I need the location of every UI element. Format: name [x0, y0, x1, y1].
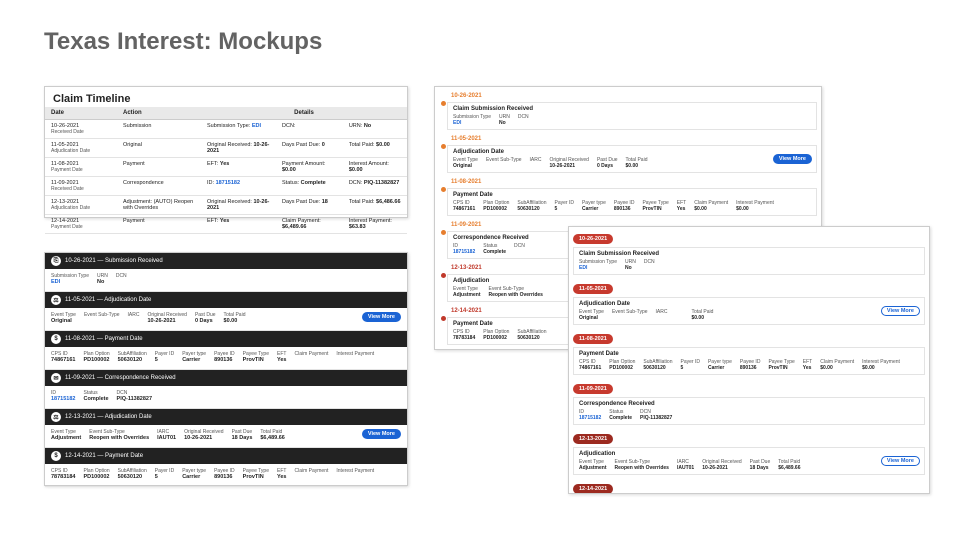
section-header[interactable]: $12-14-2021 — Payment Date — [45, 448, 407, 464]
field: Payee ID890136 — [214, 351, 235, 363]
date-pill: 11-09-2021 — [573, 384, 613, 394]
field: Total Paid$0.00 — [224, 312, 246, 324]
event-card: Claim Submission ReceivedSubmission Type… — [447, 102, 817, 130]
section-header[interactable]: ⚖12-13-2021 — Adjudication Date — [45, 409, 407, 425]
field: Event Sub-Type — [84, 312, 120, 318]
section-header[interactable]: ✉11-09-2021 — Correspondence Received — [45, 370, 407, 386]
event-card: Claim Submission ReceivedSubmission Type… — [573, 247, 925, 275]
date-pill: 11-08-2021 — [573, 334, 613, 344]
field: Payer ID5 — [155, 351, 174, 363]
section-header[interactable]: ⎘10-26-2021 — Submission Received — [45, 253, 407, 269]
timeline-section: ✉11-09-2021 — Correspondence Received ID1… — [45, 370, 407, 409]
timeline-dot-icon — [441, 273, 446, 278]
field: IARC — [128, 312, 140, 318]
timeline-dot-icon — [441, 230, 446, 235]
table-row: 10-26-2021Received DateSubmissionSubmiss… — [45, 120, 407, 139]
timeline-dot-icon — [441, 101, 446, 106]
field: URNNo — [97, 273, 108, 285]
field: Original Received10-26-2021 — [184, 429, 223, 441]
timeline-section: $11-08-2021 — Payment Date CPS ID74867161… — [45, 331, 407, 370]
panel-claim-timeline: Claim Timeline Date Action Details 10-26… — [44, 86, 408, 218]
field: ID18715182 — [51, 390, 75, 402]
table-row: 11-09-2021Received DateCorrespondenceID:… — [45, 177, 407, 196]
event-icon: $ — [51, 451, 61, 461]
table-row: 12-13-2021Adjudication DateAdjustment: (… — [45, 196, 407, 215]
view-more-button[interactable]: View More — [362, 312, 401, 322]
field: Payer typeCarrier — [182, 351, 206, 363]
date-pill: 10-26-2021 — [573, 234, 613, 244]
field: Total Paid$6,489.66 — [260, 429, 284, 441]
field: Claim Payment — [294, 468, 328, 474]
event-card: Payment DateCPS ID74867161Plan OptionPD1… — [447, 188, 817, 216]
field: Payer ID5 — [155, 468, 174, 480]
field: Payee ID890136 — [214, 468, 235, 480]
page-title: Texas Interest: Mockups — [44, 28, 322, 56]
view-more-button[interactable]: View More — [881, 456, 920, 466]
timeline-dot-icon — [441, 187, 446, 192]
field: Interest Payment — [336, 468, 374, 474]
date-pill: 12-13-2021 — [573, 434, 613, 444]
field: DCNPIQ-11382827 — [117, 390, 152, 402]
section-header[interactable]: $11-08-2021 — Payment Date — [45, 331, 407, 347]
view-more-button[interactable]: View More — [362, 429, 401, 439]
panel-timeline-pills: 10-26-2021 Claim Submission ReceivedSubmi… — [568, 226, 930, 494]
field: CPS ID74867161 — [51, 351, 75, 363]
field: CPS ID78783184 — [51, 468, 75, 480]
view-more-button[interactable]: View More — [881, 306, 920, 316]
date-pill: 12-14-2021 — [573, 484, 613, 494]
view-more-button[interactable]: View More — [773, 154, 812, 164]
field: StatusComplete — [83, 390, 108, 402]
event-date: 11-08-2021 — [451, 179, 821, 185]
field: EFTYes — [277, 468, 286, 480]
section-header[interactable]: ⚖11-05-2021 — Adjudication Date — [45, 292, 407, 308]
panel-a-heading: Claim Timeline — [45, 87, 407, 107]
field: IARCIAUT01 — [157, 429, 176, 441]
event-card: Adjudication DateEvent TypeOriginalEvent… — [573, 297, 925, 325]
col-details: Details — [201, 107, 407, 120]
field: Event TypeOriginal — [51, 312, 76, 324]
timeline-dot-icon — [441, 316, 446, 321]
event-icon: $ — [51, 334, 61, 344]
field: Plan OptionPD100002 — [83, 468, 109, 480]
event-card: Payment DateCPS ID74867161Plan OptionPD1… — [573, 347, 925, 375]
field: Payer typeCarrier — [182, 468, 206, 480]
table-row: 11-08-2021Payment DatePaymentEFT: YesPay… — [45, 158, 407, 177]
field: Event TypeAdjustment — [51, 429, 81, 441]
date-pill: 11-05-2021 — [573, 284, 613, 294]
timeline-section: ⚖12-13-2021 — Adjudication Date Event Typ… — [45, 409, 407, 448]
event-date: 11-05-2021 — [451, 136, 821, 142]
table-row: 12-14-2021Payment DatePaymentEFT: YesCla… — [45, 215, 407, 234]
field: SubAffiliation50630120 — [118, 351, 147, 363]
timeline-section: $12-14-2021 — Payment Date CPS ID78783184… — [45, 448, 407, 487]
timeline-dot-icon — [441, 144, 446, 149]
field: Past Due0 Days — [195, 312, 216, 324]
field: Claim Payment — [294, 351, 328, 357]
event-card: Correspondence ReceivedID18715182StatusC… — [573, 397, 925, 425]
field: DCN — [116, 273, 127, 279]
field: Original Received10-26-2021 — [147, 312, 186, 324]
event-icon: ⚖ — [51, 295, 61, 305]
event-card: AdjudicationEvent TypeAdjustmentEvent Su… — [573, 447, 925, 475]
col-date: Date — [45, 107, 117, 120]
field: Interest Payment — [336, 351, 374, 357]
timeline-table: Date Action Details 10-26-2021Received D… — [45, 107, 407, 234]
event-card: Adjudication DateEvent TypeOriginalEvent… — [447, 145, 817, 173]
table-row: 11-05-2021Adjudication DateOriginalOrigi… — [45, 139, 407, 158]
timeline-section: ⎘10-26-2021 — Submission Received Submiss… — [45, 253, 407, 292]
field: SubAffiliation50630120 — [118, 468, 147, 480]
field: Plan OptionPD100002 — [83, 351, 109, 363]
field: Past Due18 Days — [232, 429, 253, 441]
col-action: Action — [117, 107, 201, 120]
field: EFTYes — [277, 351, 286, 363]
field: Submission TypeEDI — [51, 273, 89, 285]
panel-timeline-dark: ⎘10-26-2021 — Submission Received Submiss… — [44, 252, 408, 486]
field: Payee TypeProvTIN — [243, 468, 269, 480]
field: Event Sub-TypeReopen with Overrides — [89, 429, 149, 441]
timeline-section: ⚖11-05-2021 — Adjudication Date Event Typ… — [45, 292, 407, 331]
field: Payee TypeProvTIN — [243, 351, 269, 363]
event-icon: ✉ — [51, 373, 61, 383]
event-icon: ⚖ — [51, 412, 61, 422]
event-icon: ⎘ — [51, 256, 61, 266]
event-date: 10-26-2021 — [451, 93, 821, 99]
